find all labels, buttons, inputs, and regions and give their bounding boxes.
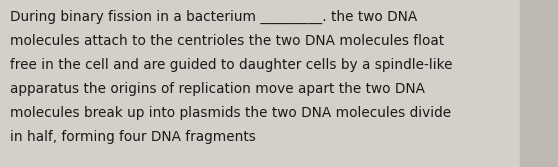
Text: molecules attach to the centrioles the two DNA molecules float: molecules attach to the centrioles the t… xyxy=(10,34,444,48)
Text: molecules break up into plasmids the two DNA molecules divide: molecules break up into plasmids the two… xyxy=(10,106,451,120)
Text: apparatus the origins of replication move apart the two DNA: apparatus the origins of replication mov… xyxy=(10,82,425,96)
Text: in half, forming four DNA fragments: in half, forming four DNA fragments xyxy=(10,130,256,144)
Text: During binary fission in a bacterium _________. the two DNA: During binary fission in a bacterium ___… xyxy=(10,10,417,24)
Text: free in the cell and are guided to daughter cells by a spindle-like: free in the cell and are guided to daugh… xyxy=(10,58,453,72)
